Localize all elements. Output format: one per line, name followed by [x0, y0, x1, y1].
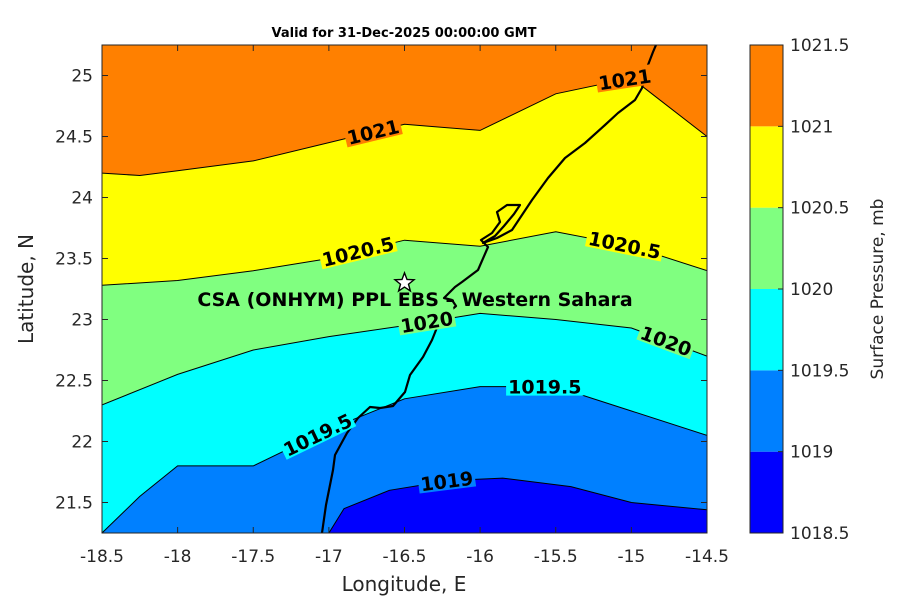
x-tick-label: -16.5 [383, 547, 427, 567]
x-tick-label: -16 [466, 547, 494, 567]
contour-label-bg [594, 64, 655, 93]
x-axis: -18.5 -18 -17.5 -17 -16.5 -16 -15.5 -15 -14.5 [80, 45, 729, 567]
contour-label-bg [342, 114, 403, 148]
y-tick-label: 25 [71, 67, 93, 87]
y-tick-label: 22.5 [55, 372, 93, 392]
site-marker: CSA (ONHYM) PPL EBS – Western Sahara [197, 270, 633, 311]
contour-label-bg [636, 320, 697, 360]
x-tick-label: -17 [315, 547, 343, 567]
x-tick-label: -15 [617, 547, 645, 567]
colorbar-tick-label: 1021.5 [790, 36, 849, 56]
contour-label-bg [396, 306, 457, 336]
colorbar: 1018.5 1019 1019.5 1020 1020.5 1021 1021.5 Sur… [749, 36, 888, 544]
contour-line-1019 [328, 477, 707, 533]
x-tick-label: -17.5 [231, 547, 275, 567]
colorbar-segment [750, 126, 783, 208]
colorbar-tick-label: 1019 [790, 443, 833, 463]
colorbar-tick-label: 1020 [790, 280, 833, 300]
colorbar-segment [750, 207, 783, 289]
colorbar-segment [750, 370, 783, 452]
colorbar-label: Surface Pressure, mb [868, 199, 888, 380]
y-axis-label: Latitude, N [14, 234, 38, 344]
site-star-icon [393, 270, 416, 293]
contour-label-bg [417, 466, 477, 494]
x-tick-label: -18 [164, 547, 192, 567]
site-label: CSA (ONHYM) PPL EBS – Western Sahara [197, 289, 632, 311]
y-tick-label: 24 [71, 189, 93, 209]
y-tick-label: 23 [71, 311, 93, 331]
y-tick-label: 24.5 [55, 128, 93, 148]
colorbar-tick-label: 1020.5 [790, 199, 849, 219]
contour-label-bg [277, 408, 357, 460]
colorbar-segment [750, 289, 783, 371]
coastline [320, 45, 658, 533]
colorbar-segment [750, 451, 783, 533]
y-tick-label: 22 [71, 433, 93, 453]
y-tick-label: 23.5 [55, 250, 93, 270]
colorbar-tick-label: 1019.5 [790, 361, 849, 381]
colorbar-tick-label: 1021 [790, 117, 833, 137]
y-tick-label: 21.5 [55, 494, 93, 514]
band-1021 [102, 45, 707, 176]
x-tick-label: -15.5 [534, 547, 578, 567]
x-tick-label: -18.5 [80, 547, 124, 567]
contour-label-bg [317, 231, 398, 270]
contour-label-1019.5: 1019.5 [508, 377, 581, 399]
x-axis-label: Longitude, E [342, 572, 467, 596]
contour-label-bg [506, 375, 584, 396]
contour-line-1019.5 [102, 386, 707, 533]
contour-fills [102, 45, 707, 533]
chart-title: Valid for 31-Dec-2025 00:00:00 GMT [272, 26, 537, 41]
colorbar-tick-label: 1018.5 [790, 524, 849, 544]
y-axis: 21.5 22 22.5 23 23.5 24 24.5 25 [55, 67, 707, 514]
colorbar-segment [750, 45, 783, 127]
x-tick-label: -14.5 [685, 547, 729, 567]
contour-label-bg [584, 226, 665, 262]
